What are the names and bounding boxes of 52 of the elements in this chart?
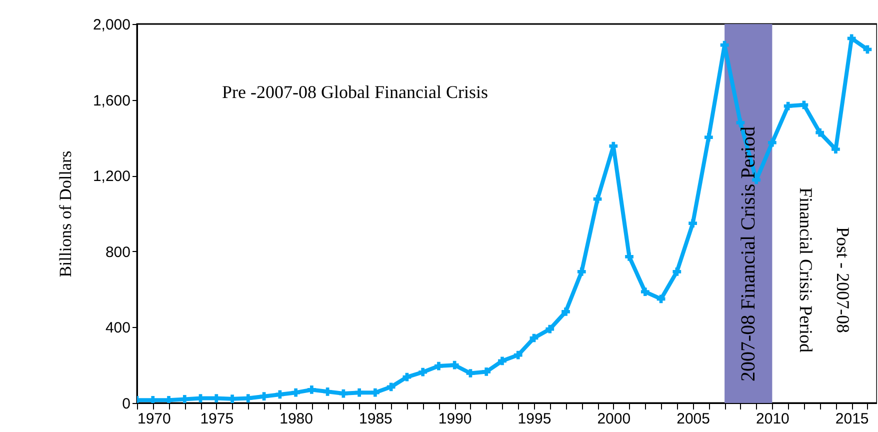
point <box>292 388 300 397</box>
point <box>450 360 459 370</box>
x-tick-label: 2000 <box>597 410 631 428</box>
x-tick-label: 2010 <box>756 410 790 428</box>
point <box>371 388 380 397</box>
point <box>688 219 697 228</box>
point <box>386 382 396 392</box>
point <box>514 350 522 360</box>
annotation: Pre -2007-08 Global Financial Crisis <box>222 82 488 102</box>
annotation: Post - 2007-08 <box>833 226 853 334</box>
point <box>482 368 491 376</box>
point <box>434 362 443 370</box>
y-tick-label: 2,000 <box>92 16 130 34</box>
point <box>863 45 872 54</box>
point <box>323 387 332 396</box>
point <box>768 138 776 147</box>
y-tick-label: 1,200 <box>92 168 130 186</box>
point <box>640 288 650 296</box>
x-tick-label: 2005 <box>676 410 710 428</box>
point <box>355 388 364 397</box>
y-tick-label: 1,600 <box>92 92 130 110</box>
point <box>577 267 586 276</box>
y-axis-title: Billions of Dollars <box>56 150 75 278</box>
point <box>816 128 824 137</box>
band-label: 2007-08 Financial Crisis Period <box>737 126 760 382</box>
point <box>418 368 428 376</box>
point <box>800 100 808 110</box>
point <box>625 252 634 261</box>
annotation: Financial Crisis Period <box>796 188 816 352</box>
y-tick-label: 0 <box>122 396 130 412</box>
point <box>704 133 713 142</box>
x-tick-label: 1990 <box>438 410 472 428</box>
y-tick-label: 400 <box>105 320 130 337</box>
point <box>593 194 602 204</box>
point <box>276 390 284 399</box>
x-tick-label: 1995 <box>518 410 552 428</box>
x-tick-label: 1980 <box>280 410 313 428</box>
point <box>672 267 682 276</box>
point <box>546 324 554 334</box>
y-tick-label: 800 <box>105 244 130 261</box>
point <box>307 386 316 394</box>
point <box>562 307 570 316</box>
x-tick-label: 2015 <box>835 410 869 428</box>
x-tick-label: 1970 <box>138 410 171 428</box>
point <box>260 392 268 401</box>
point <box>498 356 506 366</box>
point <box>847 34 856 43</box>
x-tick-label: 1975 <box>200 410 234 428</box>
point <box>466 369 475 378</box>
point <box>736 118 745 127</box>
x-tick-label: 1985 <box>359 410 392 428</box>
point <box>784 102 792 110</box>
